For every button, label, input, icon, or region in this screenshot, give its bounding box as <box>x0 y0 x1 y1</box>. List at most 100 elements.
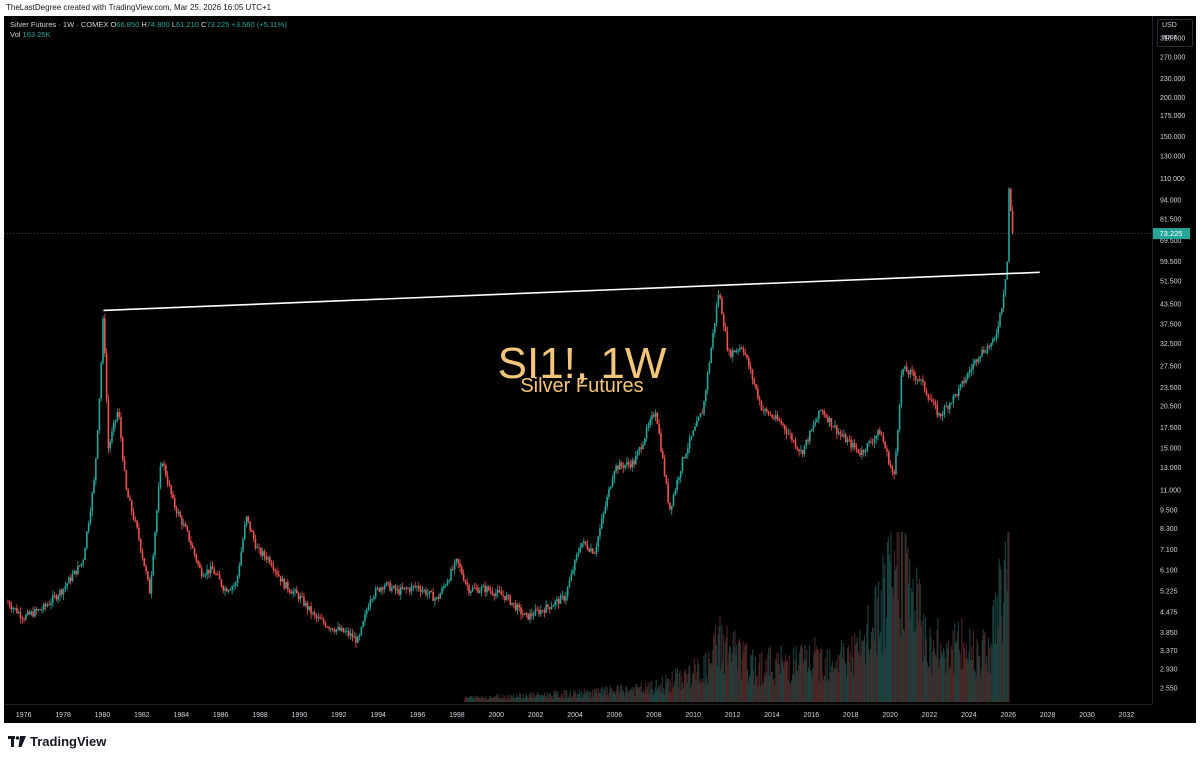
volume-bar <box>921 619 923 702</box>
volume-bar <box>527 698 529 702</box>
volume-bar <box>680 689 682 702</box>
volume-bar <box>664 688 666 702</box>
volume-bar <box>699 679 702 702</box>
volume-bar <box>776 652 778 702</box>
candle-body <box>478 590 481 593</box>
volume-bar <box>588 697 590 702</box>
volume-bar <box>703 655 705 702</box>
volume-bar <box>911 592 913 702</box>
volume-bar <box>822 676 824 702</box>
time-axis[interactable] <box>4 704 1152 723</box>
candle-body <box>961 380 964 385</box>
scale-mode[interactable]: apoz <box>1162 34 1178 41</box>
candle-body <box>753 379 756 384</box>
chart-canvas[interactable]: SI1!, 1W Silver Futures 310.000 270.000 23… <box>4 16 1196 723</box>
volume-bar <box>792 674 794 702</box>
volume-bar <box>779 673 781 702</box>
candle-body <box>645 427 648 439</box>
volume-bar <box>582 697 584 702</box>
candle-body <box>400 587 402 595</box>
volume-bar <box>677 688 679 702</box>
candle-body <box>392 585 395 588</box>
price-axis[interactable] <box>1152 16 1196 704</box>
volume-bar <box>660 683 662 702</box>
candle-body <box>396 589 399 591</box>
volume-bar <box>558 697 560 702</box>
candle-body <box>966 373 969 379</box>
volume-bar <box>794 659 796 702</box>
volume-bar <box>970 659 972 702</box>
volume-bar <box>862 640 865 702</box>
volume-bar <box>717 634 719 702</box>
candle-body <box>608 488 610 497</box>
volume-bar <box>598 692 601 702</box>
volume-bar <box>943 650 945 702</box>
volume-bar <box>523 698 525 702</box>
volume-bar <box>984 631 986 702</box>
volume-bar <box>468 698 470 702</box>
candle-body <box>493 594 495 597</box>
volume-bar <box>625 686 627 702</box>
trendline[interactable] <box>103 271 1040 312</box>
volume-bar <box>880 590 882 702</box>
volume-bar <box>951 649 953 702</box>
volume-bar <box>821 649 823 702</box>
volume-bar <box>946 643 948 702</box>
y-tick-label: 4.475 <box>1160 609 1178 616</box>
candle-body <box>561 595 564 597</box>
candle-body <box>12 608 15 610</box>
volume-bar <box>949 666 951 702</box>
candle-body <box>272 565 275 570</box>
volume-bar <box>731 653 733 702</box>
candle-body <box>455 558 458 562</box>
candle-body <box>904 366 906 369</box>
candle-body <box>882 435 885 443</box>
currency-unit[interactable]: USD <box>1162 22 1177 29</box>
volume-bar <box>559 697 562 702</box>
x-tick-label: 2004 <box>567 712 583 719</box>
x-tick-label: 2012 <box>725 712 741 719</box>
candle-body <box>150 574 153 594</box>
candle-body <box>565 596 567 601</box>
volume-bar <box>683 688 685 702</box>
candle-body <box>371 599 373 601</box>
volume-bar <box>918 578 920 702</box>
candle-body <box>530 613 533 616</box>
candle-body <box>893 471 895 475</box>
volume-bar <box>776 663 779 702</box>
volume-bar <box>506 695 508 702</box>
candle-body <box>816 418 818 423</box>
candle-body <box>152 555 155 575</box>
volume-bar <box>620 685 622 702</box>
candle-body <box>660 433 662 452</box>
currency-selector[interactable]: USD apoz <box>1157 19 1193 47</box>
candle-body <box>710 348 712 363</box>
y-tick-label: 3.850 <box>1160 630 1178 637</box>
candle-body <box>909 369 912 375</box>
volume-bar <box>646 686 648 702</box>
candle-body <box>444 585 447 587</box>
candle-body <box>321 618 323 620</box>
volume-bar <box>780 645 782 702</box>
volume-bar <box>663 694 665 702</box>
candle-body <box>925 390 928 395</box>
candle-body <box>843 434 845 437</box>
candle-body <box>828 418 831 423</box>
volume-bar <box>849 652 851 702</box>
volume-bar <box>496 694 498 702</box>
candle-body <box>730 350 732 358</box>
volume-bar <box>819 652 821 702</box>
candle-body <box>566 587 569 597</box>
candle-body <box>554 601 556 606</box>
chart-frame[interactable]: SI1!, 1W Silver Futures 310.000 270.000 23… <box>4 16 1196 723</box>
y-tick-label: 110.000 <box>1160 176 1185 183</box>
candle-body <box>873 438 876 443</box>
candle-body <box>895 451 897 475</box>
volume-bar <box>839 651 842 702</box>
candle-body <box>423 589 425 591</box>
candle-body <box>77 565 79 575</box>
candle-body <box>787 433 790 435</box>
volume-bar <box>966 658 968 702</box>
volume-bar <box>1005 568 1007 702</box>
candle-body <box>728 349 730 351</box>
